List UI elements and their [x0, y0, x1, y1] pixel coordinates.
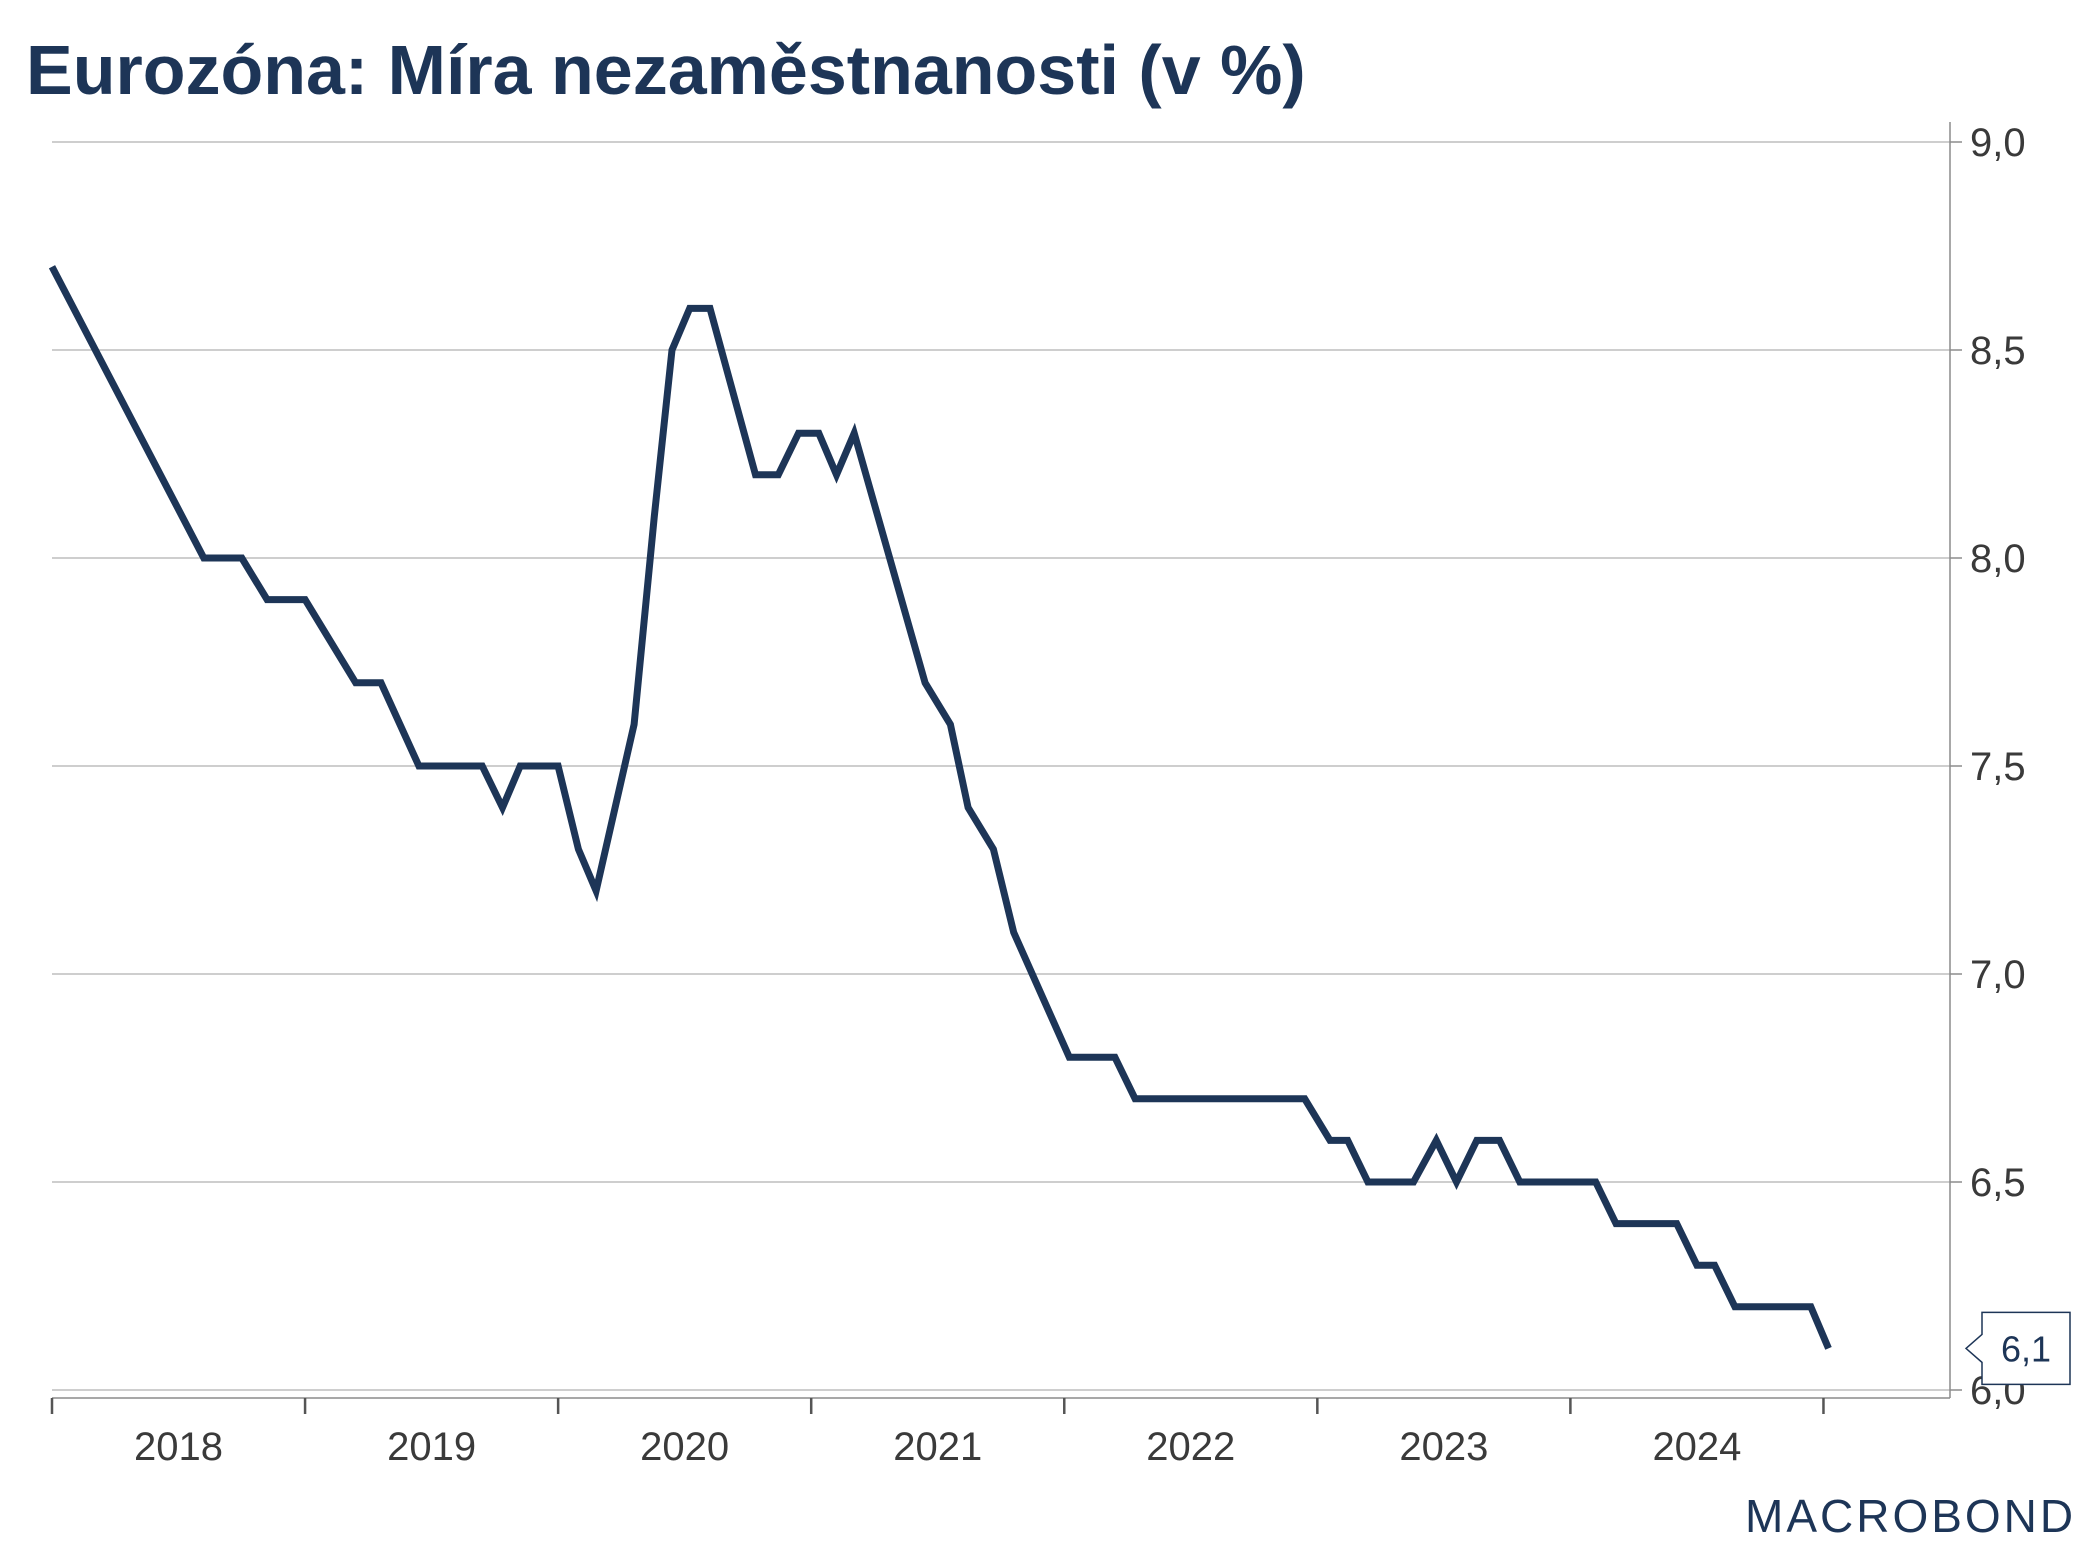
x-axis: 2018 2019 2020 2021 2022 2023 2024	[50, 1397, 1950, 1469]
macrobond-logo: MACROBOND	[1745, 1490, 2073, 1542]
y-tick-label: 8,0	[1970, 537, 2026, 581]
x-tick-label: 2020	[640, 1425, 729, 1469]
x-tick-label: 2022	[1146, 1425, 1235, 1469]
y-axis: 6,06,57,07,58,08,59,0	[1949, 121, 2026, 1413]
last-value-box	[1964, 1311, 2071, 1386]
series-line-0	[48, 265, 1832, 1350]
x-tick-label: 2019	[387, 1425, 476, 1469]
y-tick-label: 7,5	[1970, 745, 2026, 789]
x-tick-label: 2021	[893, 1425, 982, 1469]
page-title: Eurozóna: Míra nezaměstnanosti (v %)	[26, 31, 1306, 109]
y-tick-label: 8,5	[1970, 329, 2026, 373]
x-tick-label: 2018	[134, 1425, 223, 1469]
y-tick-label: 9,0	[1970, 121, 2026, 165]
x-tick-label: 2024	[1652, 1425, 1741, 1469]
series-group	[48, 265, 1832, 1350]
gridlines	[52, 141, 1950, 1391]
x-tick-label: 2023	[1399, 1425, 1488, 1469]
last-value-callout: 6,1	[1964, 1311, 2071, 1386]
last-value-label: 6,1	[2001, 1328, 2051, 1369]
logo-text: MACROBOND	[1745, 1490, 2073, 1542]
y-tick-label: 6,5	[1970, 1161, 2026, 1205]
y-tick-label: 7,0	[1970, 953, 2026, 997]
